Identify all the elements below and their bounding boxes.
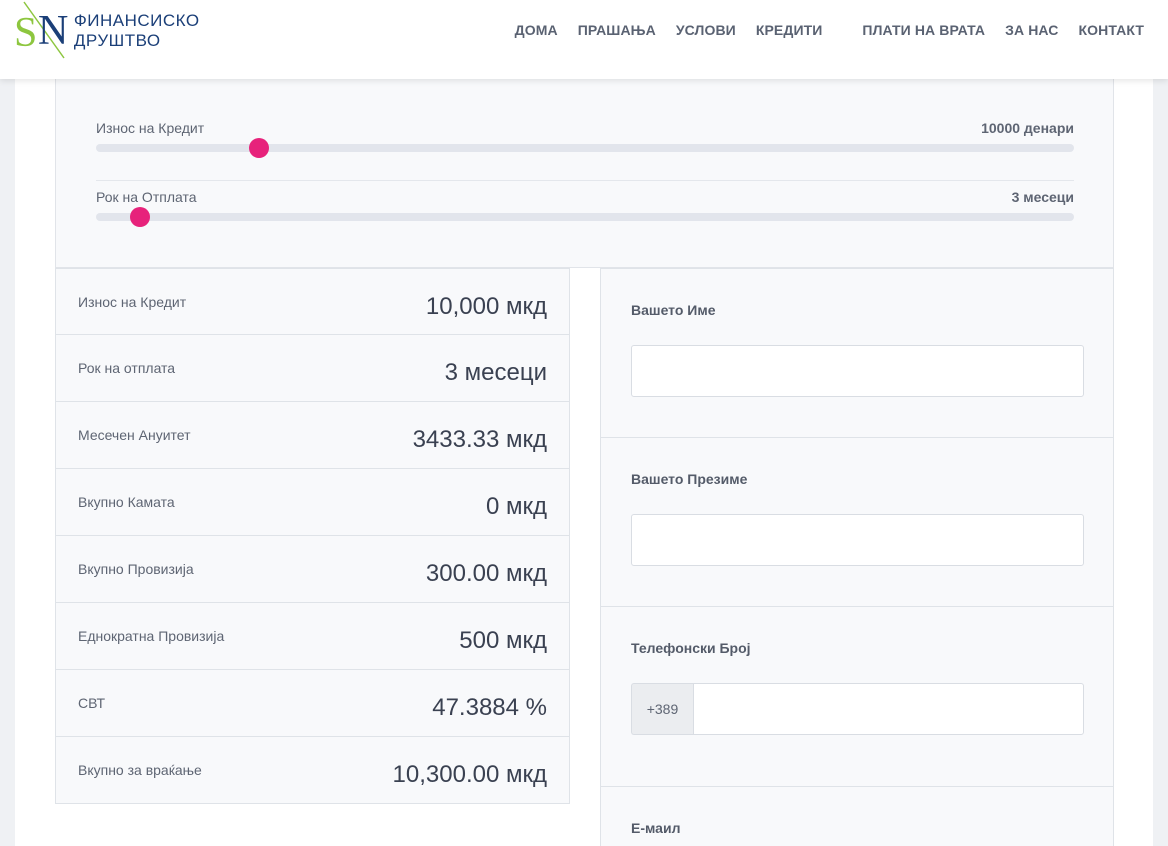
email-label: Е-маил	[631, 820, 681, 836]
nav-loans[interactable]: КРЕДИТИ	[755, 22, 823, 38]
phone-label: Телефонски Број	[631, 640, 751, 656]
slider-divider	[96, 180, 1074, 181]
nav-contact[interactable]: КОНТАКТ	[1078, 22, 1144, 38]
result-label: Месечен Ануитет	[78, 427, 191, 443]
result-row-one-time-commission: Еднократна Провизија 500 мкд	[55, 603, 570, 670]
result-row-total-commission: Вкупно Провизија 300.00 мкд	[55, 536, 570, 603]
result-value: 47.3884 %	[432, 694, 547, 721]
loan-results-table: Износ на Кредит 10,000 мкд Рок на отплат…	[55, 268, 570, 804]
result-value: 10,300.00 мкд	[392, 761, 547, 788]
amount-slider-track[interactable]	[96, 138, 1074, 158]
site-header: S N ФИНАНСИСКО ДРУШТВО ДОМА ПРАШАЊА УСЛО…	[0, 0, 1168, 79]
svg-text:N: N	[38, 8, 68, 54]
result-label: Вкупно Провизија	[78, 561, 194, 577]
main-content: Износ на Кредит 10000 денари Рок на Отпл…	[15, 79, 1153, 846]
last-name-input[interactable]	[631, 514, 1084, 566]
brand-logo[interactable]: S N ФИНАНСИСКО ДРУШТВО	[14, 0, 284, 62]
result-row-total-interest: Вкупно Камата 0 мкд	[55, 469, 570, 536]
amount-slider-value: 10000 денари	[981, 120, 1074, 136]
result-label: Вкупно Камата	[78, 494, 175, 510]
term-slider-thumb[interactable]	[130, 207, 150, 227]
brand-name: ФИНАНСИСКО ДРУШТВО	[73, 11, 200, 50]
term-slider-track[interactable]	[96, 207, 1074, 227]
nav-about[interactable]: ЗА НАС	[1005, 22, 1059, 38]
result-label: Вкупно за враќање	[78, 762, 202, 778]
amount-slider-thumb[interactable]	[249, 138, 270, 158]
phone-input[interactable]	[693, 683, 1084, 735]
result-label: Еднократна Провизија	[78, 628, 225, 644]
email-section: Е-маил	[600, 786, 1114, 846]
svg-text:S: S	[14, 10, 37, 56]
last-name-section: Вашето Презиме	[600, 437, 1114, 606]
first-name-input[interactable]	[631, 345, 1084, 397]
main-nav: ДОМА ПРАШАЊА УСЛОВИ КРЕДИТИ ПЛАТИ НА ВРА…	[495, 22, 1144, 38]
logo-mark-icon: S N	[14, 0, 74, 62]
nav-faq[interactable]: ПРАШАЊА	[577, 22, 656, 38]
result-value: 0 мкд	[485, 493, 547, 520]
first-name-section: Вашето Име	[600, 268, 1114, 437]
loan-calculator-sliders: Износ на Кредит 10000 денари Рок на Отпл…	[55, 79, 1114, 268]
result-value: 3433.33 мкд	[412, 426, 547, 453]
term-slider-value: 3 месеци	[1011, 189, 1074, 205]
result-label: Износ на Кредит	[78, 294, 187, 310]
last-name-label: Вашето Презиме	[631, 471, 748, 487]
first-name-label: Вашето Име	[631, 302, 716, 318]
loan-application-form: Вашето Име Вашето Презиме Телефонски Бро…	[600, 268, 1114, 846]
amount-slider-label: Износ на Кредит	[96, 120, 205, 136]
result-value: 3 месеци	[444, 359, 547, 386]
phone-prefix: +389	[631, 683, 693, 735]
result-row-monthly-annuity: Месечен Ануитет 3433.33 мкд	[55, 402, 570, 469]
result-value: 10,000 мкд	[425, 293, 547, 320]
nav-home[interactable]: ДОМА	[514, 22, 558, 38]
result-label: СВТ	[78, 695, 106, 711]
result-row-amount: Износ на Кредит 10,000 мкд	[55, 268, 570, 335]
phone-field-group: +389	[631, 683, 1084, 735]
result-row-total-repayment: Вкупно за враќање 10,300.00 мкд	[55, 737, 570, 804]
result-row-apr: СВТ 47.3884 %	[55, 670, 570, 737]
nav-terms[interactable]: УСЛОВИ	[675, 22, 736, 38]
term-slider-label: Рок на Отплата	[96, 189, 197, 205]
result-value: 300.00 мкд	[425, 560, 547, 587]
result-row-term: Рок на отплата 3 месеци	[55, 335, 570, 402]
phone-section: Телефонски Број +389	[600, 606, 1114, 786]
nav-pay-at-door[interactable]: ПЛАТИ НА ВРАТА	[862, 22, 986, 38]
result-value: 500 мкд	[459, 627, 547, 654]
result-label: Рок на отплата	[78, 360, 176, 376]
